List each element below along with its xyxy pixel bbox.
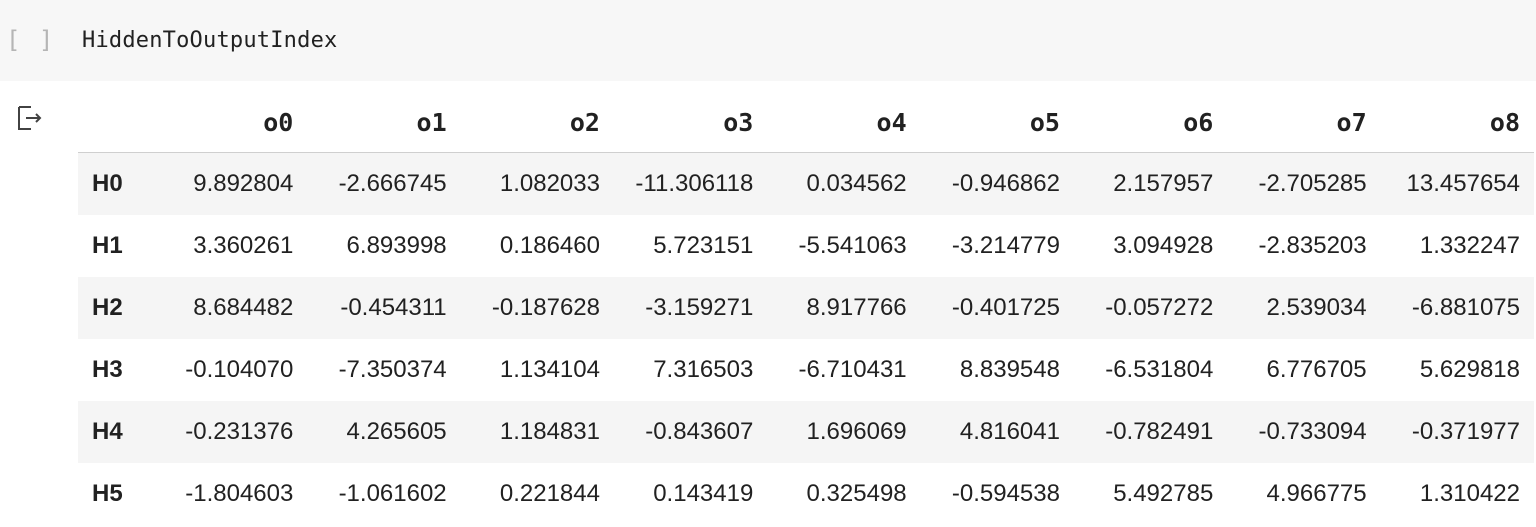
row-index: H1 (92, 232, 123, 259)
table-cell: 1.310422 (1419, 480, 1520, 507)
table-cell: 4.265605 (346, 418, 447, 445)
column-header-o6: o6 (1073, 92, 1228, 153)
column-header-o8: o8 (1380, 92, 1534, 153)
table-cell: 0.143419 (653, 480, 754, 507)
table-cell: -0.454311 (340, 294, 447, 321)
table-row: H5 -1.804603 -1.061602 0.221844 0.143419 0.32… (78, 463, 1534, 525)
table-cell: 8.684482 (193, 294, 294, 321)
table-body: H0 9.892804 -2.666745 1.082033 -11.306118 0.0… (78, 152, 1534, 525)
column-header-o2: o2 (460, 92, 614, 153)
column-header-o1: o1 (307, 92, 461, 153)
table-cell: -0.782491 (1105, 418, 1214, 445)
table-cell: 1.332247 (1419, 232, 1520, 259)
run-cell-button[interactable]: [ ] (6, 26, 56, 54)
row-index: H2 (92, 294, 123, 321)
table-row: H2 8.684482 -0.454311 -0.187628 -3.159271 8.9… (78, 277, 1534, 339)
table-cell: 0.186460 (499, 232, 600, 259)
table-cell: 4.816041 (959, 418, 1060, 445)
index-header (78, 92, 154, 153)
table-cell: -0.104070 (185, 356, 294, 383)
column-header-o3: o3 (613, 92, 768, 153)
table-cell: -0.231376 (185, 418, 294, 445)
table-cell: -7.350374 (338, 356, 447, 383)
table-cell: 8.917766 (806, 294, 907, 321)
table-cell: 1.184831 (499, 418, 600, 445)
table-cell: 5.629818 (1419, 356, 1520, 383)
table-cell: 5.723151 (653, 232, 754, 259)
table-cell: 5.492785 (1113, 480, 1214, 507)
table-cell: -0.946862 (951, 170, 1060, 197)
table-cell: 8.839548 (959, 356, 1060, 383)
table-row: H0 9.892804 -2.666745 1.082033 -11.306118 0.0… (78, 152, 1534, 215)
column-header-o5: o5 (920, 92, 1074, 153)
table-cell: 1.134104 (499, 356, 600, 383)
cell-output: o0 o1 o2 o3 o4 o5 o6 o7 o8 H0 9.892804 -2.666745 1.… (78, 92, 1534, 525)
table-cell: -1.804603 (185, 480, 294, 507)
table-cell: -0.733094 (1258, 418, 1367, 445)
table-cell: -0.843607 (645, 418, 754, 445)
table-cell: 2.157957 (1113, 170, 1214, 197)
table-cell: -5.541063 (798, 232, 907, 259)
table-cell: 6.776705 (1266, 356, 1367, 383)
table-cell: 9.892804 (193, 170, 294, 197)
table-cell: 2.539034 (1266, 294, 1367, 321)
column-header-o4: o4 (767, 92, 921, 153)
table-cell: -0.401725 (951, 294, 1060, 321)
table-cell: 3.094928 (1113, 232, 1214, 259)
table-cell: 0.034562 (806, 170, 907, 197)
table-cell: -0.594538 (951, 480, 1060, 507)
table-cell: 4.966775 (1266, 480, 1367, 507)
row-index: H5 (92, 480, 123, 507)
table-cell: -2.835203 (1258, 232, 1367, 259)
row-index: H0 (92, 170, 123, 197)
table-header-row: o0 o1 o2 o3 o4 o5 o6 o7 o8 (78, 92, 1534, 153)
table-cell: -6.881075 (1411, 294, 1520, 321)
dataframe-table: o0 o1 o2 o3 o4 o5 o6 o7 o8 H0 9.892804 -2.666745 1.… (78, 92, 1534, 525)
output-arrow-icon[interactable] (16, 104, 46, 132)
table-cell: -3.214779 (951, 232, 1060, 259)
code-cell[interactable]: [ ] HiddenToOutputIndex (0, 0, 1536, 81)
row-index: H3 (92, 356, 123, 383)
table-cell: 0.325498 (806, 480, 907, 507)
table-cell: -2.705285 (1258, 170, 1367, 197)
row-index: H4 (92, 418, 123, 445)
table-row: H3 -0.104070 -7.350374 1.134104 7.316503 -6.7… (78, 339, 1534, 401)
table-row: H4 -0.231376 4.265605 1.184831 -0.843607 1.69… (78, 401, 1534, 463)
table-cell: -2.666745 (338, 170, 447, 197)
table-cell: 13.457654 (1406, 170, 1520, 197)
table-cell: -0.187628 (491, 294, 600, 321)
table-cell: -6.710431 (798, 356, 907, 383)
table-cell: 6.893998 (346, 232, 447, 259)
table-cell: -6.531804 (1105, 356, 1214, 383)
column-header-o7: o7 (1227, 92, 1381, 153)
column-header-o0: o0 (154, 92, 308, 153)
table-cell: -0.057272 (1105, 294, 1214, 321)
table-cell: -0.371977 (1411, 418, 1520, 445)
table-cell: 1.082033 (499, 170, 600, 197)
table-cell: -11.306118 (635, 170, 754, 197)
table-cell: -3.159271 (645, 294, 754, 321)
table-cell: 7.316503 (653, 356, 754, 383)
table-row: H1 3.360261 6.893998 0.186460 5.723151 -5.541… (78, 215, 1534, 277)
table-cell: 1.696069 (806, 418, 907, 445)
table-cell: -1.061602 (338, 480, 447, 507)
table-cell: 3.360261 (193, 232, 294, 259)
table-cell: 0.221844 (499, 480, 600, 507)
code-editor-text[interactable]: HiddenToOutputIndex (82, 28, 338, 53)
